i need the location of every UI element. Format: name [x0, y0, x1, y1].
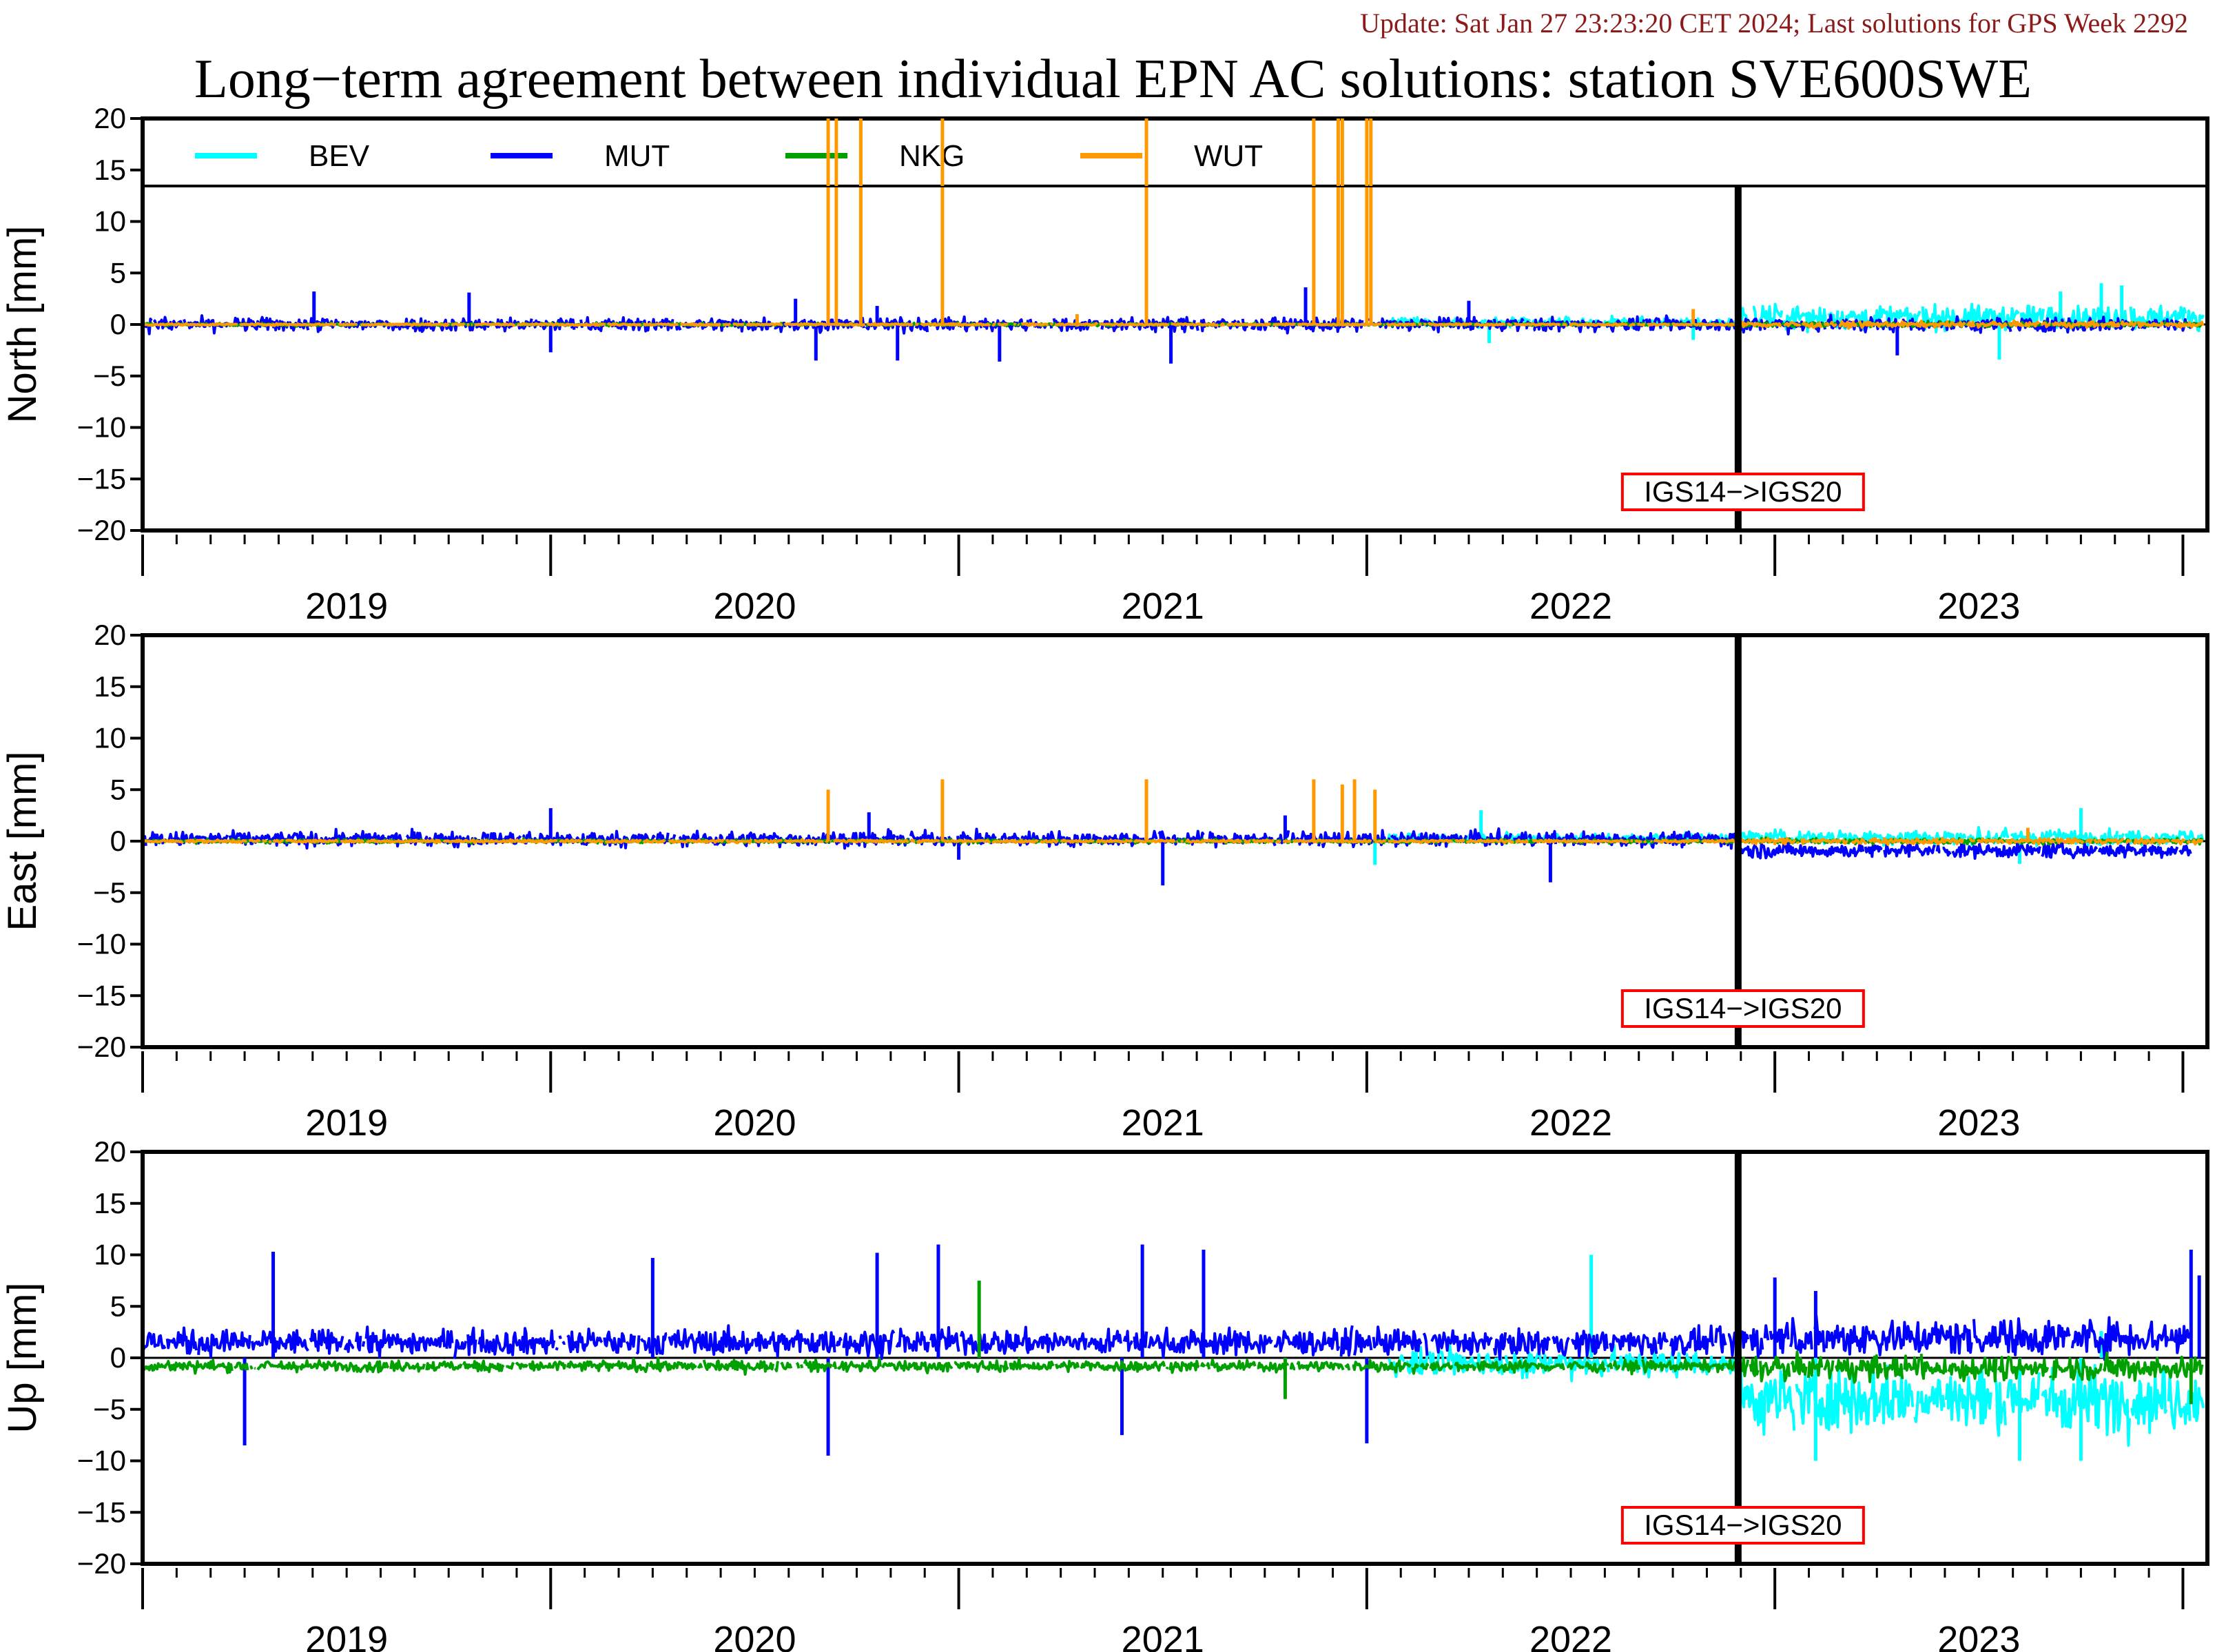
frame-change-annotation-box — [1620, 473, 1865, 511]
panel-frame — [141, 1150, 2209, 1566]
series-line-mut — [143, 1314, 2192, 1361]
x-tick-label: 2019 — [305, 1102, 388, 1144]
x-tick-label: 2021 — [1122, 586, 1204, 627]
y-tick-label: −5 — [93, 360, 126, 392]
x-tick-label: 2019 — [305, 1619, 388, 1652]
series-line-wut — [143, 836, 2203, 846]
panel-north: 20 15 10 5 0 −5 −10 −15 −20 North [mm] IGS14−>IGS2… — [0, 102, 2209, 627]
panel-frame — [141, 633, 2209, 1049]
plot-area — [143, 779, 2207, 886]
y-axis-label: North [mm] — [0, 226, 45, 424]
y-tick-label: −10 — [77, 928, 126, 960]
x-tick-label: 2022 — [1529, 1102, 1612, 1144]
legend-label-wut: WUT — [1194, 139, 1263, 173]
y-axis-label: Up [mm] — [0, 1282, 45, 1433]
x-tick-label: 2023 — [1937, 586, 2020, 627]
y-tick-label: 0 — [110, 825, 126, 857]
x-tick-label: 2022 — [1529, 1619, 1612, 1652]
x-tick-label: 2020 — [713, 1102, 796, 1144]
y-tick-label: 0 — [110, 308, 126, 340]
y-tick-label: −10 — [77, 1445, 126, 1477]
y-tick-label: 15 — [94, 154, 126, 186]
y-tick-label: −5 — [93, 1393, 126, 1425]
x-tick-label: 2023 — [1937, 1102, 2020, 1144]
y-tick-label: 20 — [94, 619, 126, 651]
y-tick-label: 20 — [94, 1135, 126, 1168]
frame-change-annotation-box — [1620, 989, 1865, 1028]
plot-area — [143, 118, 2207, 364]
legend-label-bev: BEV — [309, 139, 370, 173]
y-tick-label: −15 — [77, 979, 126, 1011]
chart-title: Long−term agreement between individual E… — [194, 49, 2032, 110]
x-tick-label: 2020 — [713, 1619, 796, 1652]
y-tick-label: 10 — [94, 1239, 126, 1271]
frame-change-label: IGS14−>IGS20 — [1644, 1509, 1842, 1541]
y-tick-label: 15 — [94, 670, 126, 703]
frame-change-label: IGS14−>IGS20 — [1644, 475, 1842, 508]
x-tick-label: 2019 — [305, 586, 388, 627]
frame-change-label: IGS14−>IGS20 — [1644, 992, 1842, 1024]
y-tick-label: −5 — [93, 876, 126, 909]
x-tick-label: 2021 — [1122, 1619, 1204, 1652]
x-tick-label: 2023 — [1937, 1619, 2020, 1652]
legend-label-mut: MUT — [604, 139, 670, 173]
y-tick-label: −20 — [77, 1031, 126, 1063]
legend-label-nkg: NKG — [899, 139, 965, 173]
panel-frame — [141, 116, 2209, 533]
y-tick-label: −20 — [77, 1547, 126, 1580]
x-tick-label: 2022 — [1529, 586, 1612, 627]
y-tick-label: 0 — [110, 1341, 126, 1374]
y-axis-label: East [mm] — [0, 751, 45, 931]
y-tick-label: 5 — [110, 773, 126, 805]
y-tick-label: 5 — [110, 256, 126, 289]
panel-east: 20 15 10 5 0 −5 −10 −15 −20 East [mm] IGS14−>IGS20… — [0, 619, 2209, 1144]
update-timestamp: Update: Sat Jan 27 23:23:20 CET 2024; La… — [1360, 8, 2188, 39]
series-line-nkg — [143, 1350, 2204, 1384]
x-tick-label: 2020 — [713, 586, 796, 627]
y-tick-label: −20 — [77, 514, 126, 546]
y-tick-label: 15 — [94, 1187, 126, 1219]
frame-change-annotation-box — [1620, 1506, 1865, 1545]
y-tick-label: −15 — [77, 462, 126, 495]
panel-up: 20 15 10 5 0 −5 −10 −15 −20 Up [mm] IGS14−>IGS20 20… — [0, 1135, 2209, 1652]
x-tick-label: 2021 — [1122, 1102, 1204, 1144]
y-tick-label: 20 — [94, 102, 126, 134]
legend-background — [143, 118, 2207, 186]
y-tick-label: 10 — [94, 722, 126, 754]
y-tick-label: −15 — [77, 1496, 126, 1528]
plot-area — [143, 1244, 2207, 1461]
y-tick-label: −10 — [77, 411, 126, 444]
series-line-wut — [143, 319, 2205, 330]
y-tick-label: 10 — [94, 205, 126, 238]
y-tick-label: 5 — [110, 1290, 126, 1322]
